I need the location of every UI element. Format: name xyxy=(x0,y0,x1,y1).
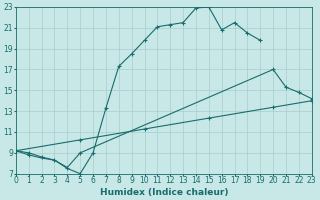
X-axis label: Humidex (Indice chaleur): Humidex (Indice chaleur) xyxy=(100,188,228,197)
